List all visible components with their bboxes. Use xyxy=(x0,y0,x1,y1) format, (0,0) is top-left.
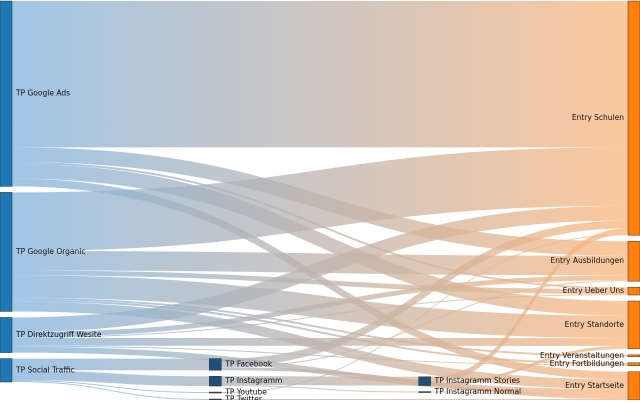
link xyxy=(12,275,628,337)
node xyxy=(627,371,640,401)
link xyxy=(221,220,629,367)
node xyxy=(0,0,13,187)
node xyxy=(418,391,431,393)
node-label: Entry Veranstaltungen xyxy=(540,351,624,360)
link xyxy=(12,178,628,380)
link xyxy=(430,391,628,400)
link xyxy=(12,381,210,400)
node xyxy=(627,354,640,358)
node-label: TP Instagramm xyxy=(224,376,282,385)
node-label: TP Youtube xyxy=(224,388,267,397)
link xyxy=(12,294,628,338)
link xyxy=(430,345,628,386)
node-label: Entry Standorte xyxy=(565,320,625,329)
node xyxy=(627,300,640,350)
link xyxy=(12,1,628,148)
node-label: Entry Fortbildungen xyxy=(550,359,625,368)
link xyxy=(12,163,628,316)
node xyxy=(209,358,222,371)
links xyxy=(12,1,629,400)
node xyxy=(627,240,640,282)
link xyxy=(12,345,628,366)
link xyxy=(12,297,628,357)
node-label: Entry Startseite xyxy=(565,381,624,390)
node-label: Entry Schulen xyxy=(572,113,624,122)
link xyxy=(221,385,419,393)
link xyxy=(12,299,628,365)
node-label: TP Facebook xyxy=(224,359,272,368)
node-label: TP Direktzugriff Wesite xyxy=(15,330,102,339)
node xyxy=(418,376,431,386)
node-label: TP Google Ads xyxy=(15,89,70,98)
node-label: TP Instagramm Stories xyxy=(434,376,520,385)
link xyxy=(221,376,419,386)
node xyxy=(627,0,640,236)
link xyxy=(430,228,628,383)
node xyxy=(0,317,13,353)
node xyxy=(627,286,640,296)
link xyxy=(12,147,628,251)
link xyxy=(12,380,210,394)
link xyxy=(12,358,210,371)
link xyxy=(221,234,629,394)
node-label: TP Google Organic xyxy=(15,247,86,256)
node xyxy=(627,362,640,366)
node-label: TP Social Traffic xyxy=(15,365,75,374)
node-label: Entry Ueber Uns xyxy=(563,286,625,295)
node-label: Entry Ausbildungen xyxy=(551,256,625,265)
node xyxy=(0,192,13,312)
link xyxy=(12,205,628,333)
link xyxy=(12,337,628,346)
node xyxy=(209,391,222,394)
node-label: TP Instagramm Normal xyxy=(434,387,521,396)
link xyxy=(12,270,628,295)
link xyxy=(221,280,629,368)
link xyxy=(12,370,210,387)
node xyxy=(0,358,13,383)
node xyxy=(209,376,222,387)
node-label: TP Twitter xyxy=(224,395,263,400)
